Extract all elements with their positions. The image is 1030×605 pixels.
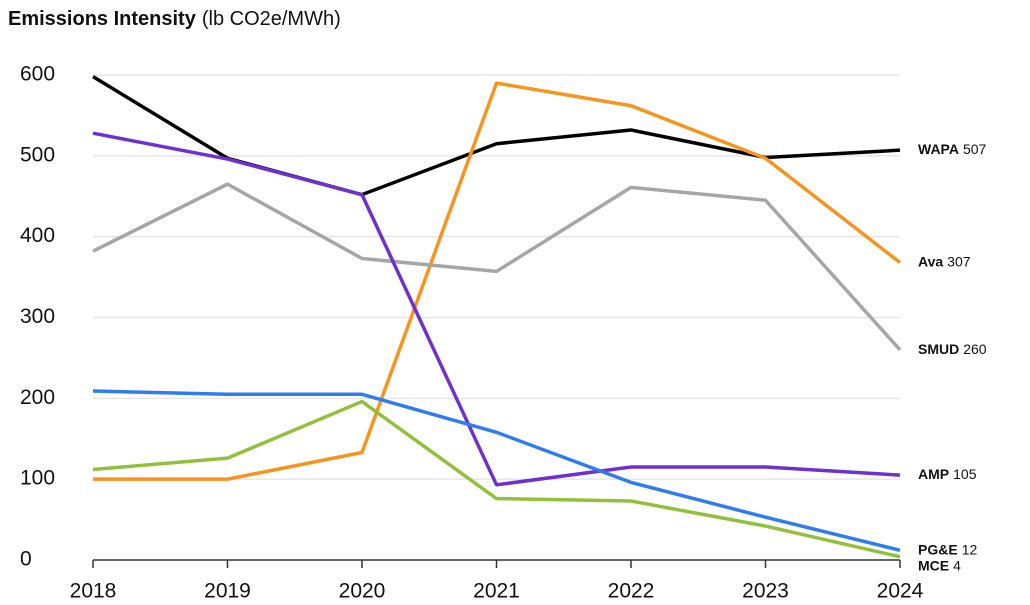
y-tick-label: 0 (20, 548, 32, 571)
series-name: SMUD (918, 341, 959, 357)
series-name: PG&E (918, 541, 958, 557)
end-label: Ava 307 (918, 253, 971, 269)
series-name: MCE (918, 557, 949, 573)
end-label: AMP 105 (918, 466, 977, 482)
end-label: PG&E 12 (918, 541, 977, 557)
x-tick-label: 2022 (608, 580, 655, 603)
series-name: Ava (918, 253, 943, 269)
x-tick-label: 2023 (742, 580, 789, 603)
y-tick-label: 200 (20, 386, 55, 409)
series-line (93, 81, 902, 481)
x-tick-label: 2020 (339, 580, 386, 603)
series-line (92, 131, 901, 487)
series-end-value: 260 (963, 341, 987, 357)
y-tick-label: 600 (20, 63, 55, 86)
series-end-value: 4 (953, 557, 961, 573)
x-tick-label: 2019 (204, 580, 251, 603)
chart-title: Emissions Intensity (8, 8, 197, 30)
y-tick-label: 300 (20, 305, 55, 328)
y-tick-label: 100 (20, 467, 55, 490)
end-label: MCE 4 (918, 557, 961, 573)
x-tick-label: 2021 (473, 580, 520, 603)
series-end-value: 507 (963, 141, 987, 157)
series-line (92, 182, 902, 352)
series-end-value: 12 (962, 541, 978, 557)
series-end-value: 105 (953, 466, 977, 482)
series-name: WAPA (918, 141, 959, 157)
x-tick-label: 2024 (877, 580, 924, 603)
unit-label: (lb CO2e/MWh) (202, 8, 341, 30)
series-name: AMP (918, 466, 949, 482)
chart-title-group: Emissions Intensity (lb CO2e/MWh) (8, 8, 341, 30)
series-end-value: 307 (947, 253, 971, 269)
end-label: SMUD 260 (918, 341, 987, 357)
x-tick-label: 2018 (70, 580, 117, 603)
series-line (92, 399, 901, 559)
series-line (92, 75, 901, 197)
series-line (92, 389, 901, 552)
y-tick-label: 400 (20, 224, 55, 247)
end-label: WAPA 507 (918, 141, 987, 157)
y-tick-label: 500 (20, 143, 55, 166)
